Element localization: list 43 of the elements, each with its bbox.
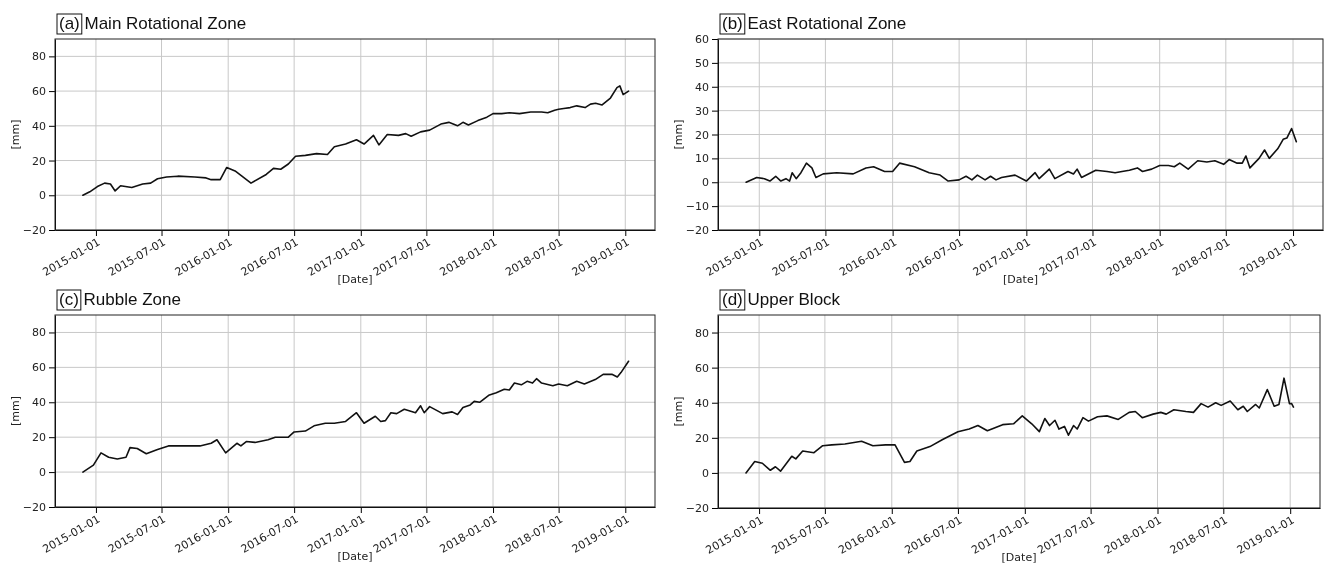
y-tick-label: 80 xyxy=(32,326,46,340)
y-tick-label: 0 xyxy=(702,176,709,190)
y-tick-label: 40 xyxy=(695,80,709,94)
y-tick-label: 0 xyxy=(702,466,709,480)
y-tick-label: 40 xyxy=(32,119,46,133)
y-tick-label: 60 xyxy=(32,361,46,375)
y-tick-label: −20 xyxy=(685,224,709,238)
chart-title: (c) Rubble Zone xyxy=(59,290,181,309)
line-series xyxy=(82,85,630,197)
line-series xyxy=(745,377,1295,474)
x-axis-title: [Date] xyxy=(1001,551,1037,564)
y-tick-label: 30 xyxy=(695,104,709,118)
y-tick-label: 60 xyxy=(32,85,46,99)
chart-title: (a) Main Rotational Zone xyxy=(59,14,247,33)
y-tick-label: 10 xyxy=(695,152,709,166)
x-axis-title: [Date] xyxy=(337,273,373,286)
y-tick-label: 20 xyxy=(695,431,709,445)
y-tick-label: 80 xyxy=(32,50,46,64)
y-axis-title: [mm] xyxy=(672,119,685,150)
y-tick-label: 60 xyxy=(695,33,709,47)
line-series xyxy=(82,360,630,473)
y-tick-label: 20 xyxy=(32,154,46,168)
x-axis-title: [Date] xyxy=(337,550,373,563)
y-tick-label: 40 xyxy=(32,396,46,410)
chart-title: (b) East Rotational Zone xyxy=(722,14,907,33)
y-tick-label: −20 xyxy=(685,502,709,516)
line-series xyxy=(745,127,1298,184)
y-axis-title: [mm] xyxy=(9,119,22,150)
y-axis-title: [mm] xyxy=(9,395,22,427)
chart-title: (d) Upper Block xyxy=(722,290,841,309)
y-tick-label: −20 xyxy=(22,224,46,238)
y-tick-label: 20 xyxy=(32,431,46,445)
y-tick-label: 50 xyxy=(695,56,709,70)
y-axis-title: [mm] xyxy=(672,396,685,427)
y-tick-label: −10 xyxy=(685,200,709,214)
y-tick-label: 40 xyxy=(695,396,709,410)
y-tick-label: 0 xyxy=(39,466,46,480)
y-tick-label: 0 xyxy=(39,189,46,203)
x-axis-title: [Date] xyxy=(1003,273,1038,286)
y-tick-label: −20 xyxy=(22,501,46,515)
y-tick-label: 20 xyxy=(695,128,709,142)
y-tick-label: 80 xyxy=(695,326,709,340)
y-tick-label: 60 xyxy=(695,361,709,375)
